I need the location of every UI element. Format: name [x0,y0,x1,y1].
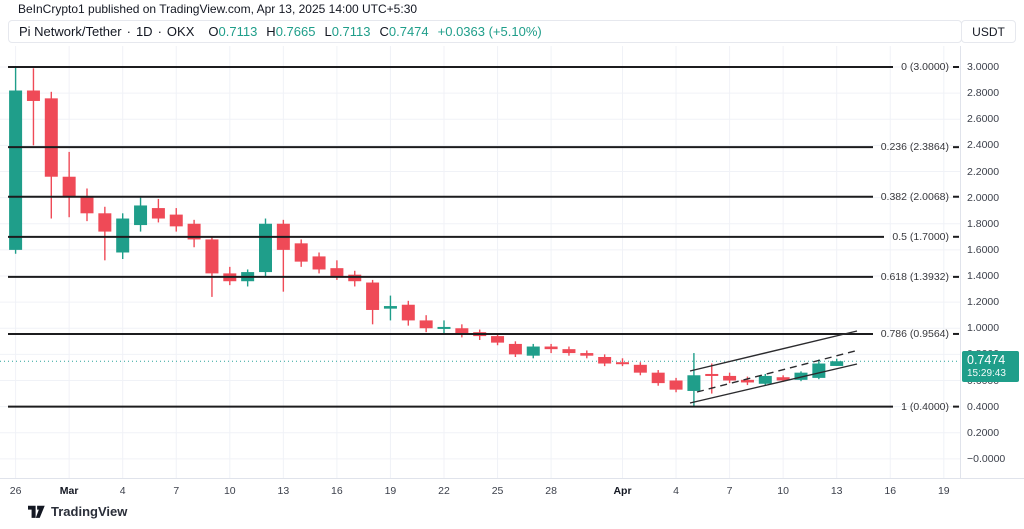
time-axis-border [0,478,1024,479]
candles-series [9,67,844,407]
open-value: 0.7113 [218,24,258,39]
current-price-value: 0.7474 [967,353,1006,368]
high-label: H [266,24,276,39]
current-price-badge: 0.7474 15:29:43 [962,351,1019,383]
fib-retracement-lines [8,66,959,408]
symbol-legend[interactable]: Pi Network/Tether · 1D · OKX O 0.7113 H 0.… [8,20,962,43]
legend-separator: · [157,24,162,39]
high-value: 0.7665 [275,24,316,39]
legend-separator: · [126,24,131,39]
tradingview-logo-text: TradingView [51,504,128,519]
low-value: 0.7113 [331,24,371,39]
interval-label: 1D [135,24,153,39]
tradingview-logo-icon [28,505,45,518]
low-label: L [324,24,332,39]
bar-countdown: 15:29:43 [967,367,1006,379]
symbol-name: Pi Network/Tether [19,24,122,39]
tradingview-logo[interactable]: TradingView [28,504,127,519]
attribution-text: BeInCrypto1 published on TradingView.com… [18,2,418,16]
price-axis-border [960,46,961,478]
close-label: C [379,24,389,39]
change-label: +0.0363 (+5.10%) [437,24,542,39]
exchange-label: OKX [166,24,195,39]
grid-lines [0,46,960,478]
ascending-channel [689,330,860,404]
open-label: O [208,24,219,39]
currency-button[interactable]: USDT [961,20,1016,43]
close-value: 0.7474 [388,24,429,39]
